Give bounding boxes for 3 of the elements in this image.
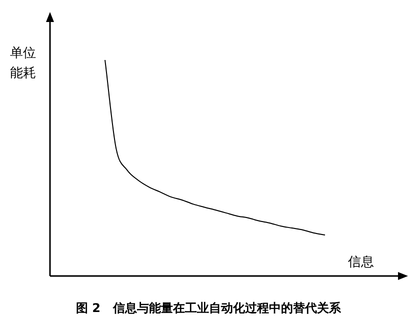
- y-axis-title: 单位能耗: [10, 45, 37, 83]
- x-axis-title: 信息: [348, 254, 374, 271]
- text: 图 2 信息与能量在工业自动化过程中的替代关系: [74, 300, 342, 317]
